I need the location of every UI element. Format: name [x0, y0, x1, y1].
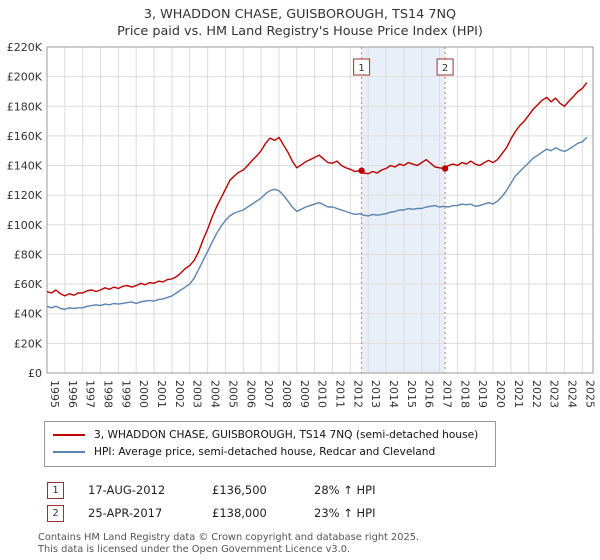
- svg-text:£80K: £80K: [14, 248, 43, 261]
- price-chart-svg: £0 £20K £40K £60K £80K £100K £120K £140K £160K £1…: [7, 41, 597, 408]
- transaction-2-hpi-change: 23% ↑ HPI: [314, 506, 376, 521]
- svg-text:2008: 2008: [280, 380, 293, 408]
- svg-text:£40K: £40K: [14, 307, 43, 320]
- svg-text:1996: 1996: [66, 380, 79, 408]
- x-axis-labels: 1995 1996 1997 1998 1999 2000 2001 2002 2003 2004…: [48, 380, 596, 408]
- license-footer: Contains HM Land Registry data © Crown c…: [38, 532, 600, 557]
- legend-item-hpi: HPI: Average price, semi-detached house,…: [53, 444, 487, 461]
- svg-text:£0: £0: [28, 367, 42, 380]
- svg-text:£220K: £220K: [7, 41, 43, 54]
- sale-marker-box: [353, 58, 371, 76]
- svg-text:1998: 1998: [102, 380, 115, 408]
- svg-text:1997: 1997: [84, 380, 97, 408]
- transaction-1-date: 17-AUG-2012: [88, 483, 166, 498]
- svg-text:£160K: £160K: [7, 130, 43, 143]
- transaction-2-date: 25-APR-2017: [88, 506, 163, 521]
- svg-text:2020: 2020: [494, 380, 507, 408]
- gridlines: [46, 46, 593, 374]
- svg-text:2025: 2025: [583, 380, 596, 408]
- svg-text:2022: 2022: [530, 380, 543, 408]
- svg-text:2018: 2018: [458, 380, 471, 408]
- svg-text:2010: 2010: [316, 380, 329, 408]
- svg-text:£100K: £100K: [7, 219, 43, 232]
- transaction-row-1: 1 17-AUG-2012 £136,500 28% ↑ HPI: [47, 479, 600, 502]
- svg-text:1995: 1995: [48, 380, 61, 408]
- sale-point-dot: [358, 167, 365, 174]
- price-series-label: 3, WHADDON CHASE, GUISBOROUGH, TS14 7NQ …: [94, 429, 479, 442]
- svg-text:2019: 2019: [476, 380, 489, 408]
- price-series-line: [46, 81, 588, 297]
- svg-text:2005: 2005: [226, 380, 239, 408]
- svg-text:£20K: £20K: [14, 337, 43, 350]
- svg-text:2003: 2003: [191, 380, 204, 408]
- svg-text:2011: 2011: [334, 380, 347, 408]
- plot-border: [46, 46, 594, 374]
- chart-title-line2: Price paid vs. HM Land Registry's House …: [117, 23, 483, 39]
- svg-text:2007: 2007: [262, 380, 275, 408]
- footer-line1: Contains HM Land Registry data © Crown c…: [38, 531, 420, 543]
- legend-item-price-paid: 3, WHADDON CHASE, GUISBOROUGH, TS14 7NQ …: [53, 427, 487, 444]
- chart-title-line1: 3, WHADDON CHASE, GUISBOROUGH, TS14 7NQ: [143, 7, 457, 22]
- svg-text:2009: 2009: [298, 380, 311, 408]
- svg-text:2006: 2006: [244, 380, 257, 408]
- svg-text:1999: 1999: [119, 380, 132, 408]
- transaction-1-price: £136,500: [212, 483, 267, 498]
- chart-title: 3, WHADDON CHASE, GUISBOROUGH, TS14 7NQ …: [0, 0, 600, 41]
- sale-date-lines: [361, 46, 446, 373]
- svg-text:2013: 2013: [369, 380, 382, 408]
- svg-text:2: 2: [442, 63, 448, 74]
- transaction-2-marker: 2: [47, 504, 64, 522]
- transaction-1-hpi-change: 28% ↑ HPI: [314, 483, 376, 498]
- hpi-series-line: [46, 136, 588, 310]
- svg-text:£120K: £120K: [7, 189, 43, 202]
- hpi-series-label: HPI: Average price, semi-detached house,…: [94, 446, 436, 459]
- svg-text:2004: 2004: [209, 380, 222, 408]
- svg-text:£200K: £200K: [7, 70, 43, 83]
- svg-text:2014: 2014: [387, 380, 400, 408]
- hpi-series-swatch: [53, 451, 85, 454]
- svg-text:2000: 2000: [137, 380, 150, 408]
- transactions: 1 17-AUG-2012 £136,500 28% ↑ HPI 2 25-AP…: [47, 479, 600, 525]
- transaction-2-price: £138,000: [212, 506, 267, 521]
- svg-text:£180K: £180K: [7, 100, 43, 113]
- svg-text:2016: 2016: [423, 380, 436, 408]
- y-axis-labels: £0 £20K £40K £60K £80K £100K £120K £140K £160K £1…: [7, 41, 43, 380]
- svg-text:2023: 2023: [548, 380, 561, 408]
- sale-point-dot: [441, 165, 449, 172]
- svg-text:2021: 2021: [512, 380, 525, 408]
- legend: 3, WHADDON CHASE, GUISBOROUGH, TS14 7NQ …: [44, 420, 496, 467]
- svg-text:£60K: £60K: [14, 278, 43, 291]
- svg-text:2012: 2012: [351, 380, 364, 408]
- transaction-row-2: 2 25-APR-2017 £138,000 23% ↑ HPI: [47, 502, 600, 525]
- svg-text:2001: 2001: [155, 380, 168, 408]
- footer-line2: This data is licensed under the Open Gov…: [38, 544, 351, 556]
- svg-text:2017: 2017: [441, 380, 454, 408]
- price-series-swatch: [53, 434, 85, 437]
- svg-text:1: 1: [358, 63, 364, 74]
- svg-text:2015: 2015: [405, 380, 418, 408]
- sale-marker-box: [436, 58, 454, 76]
- svg-text:2024: 2024: [566, 380, 579, 408]
- transaction-1-marker: 1: [47, 481, 64, 499]
- svg-text:£140K: £140K: [7, 159, 43, 172]
- svg-text:2002: 2002: [173, 380, 186, 408]
